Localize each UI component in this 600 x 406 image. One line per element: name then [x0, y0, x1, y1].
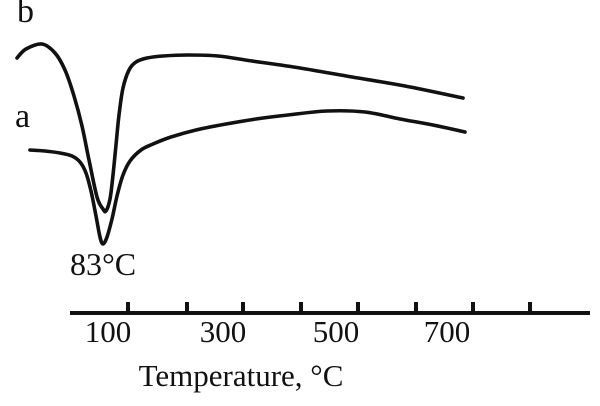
x-tick-label-700: 700	[423, 314, 471, 349]
curve-a	[28, 108, 467, 246]
x-tick-label-300: 300	[199, 314, 247, 349]
x-tick-label-100: 100	[84, 314, 132, 349]
x-axis-title: Temperature, °C	[138, 358, 344, 393]
peak-annotation: 83°C	[70, 246, 137, 282]
curve-label-a: a	[15, 98, 31, 135]
x-tick-label-500: 500	[312, 314, 360, 349]
curve-b	[15, 42, 465, 214]
x-axis-ticks	[126, 302, 532, 312]
curve-label-b: b	[17, 0, 34, 30]
